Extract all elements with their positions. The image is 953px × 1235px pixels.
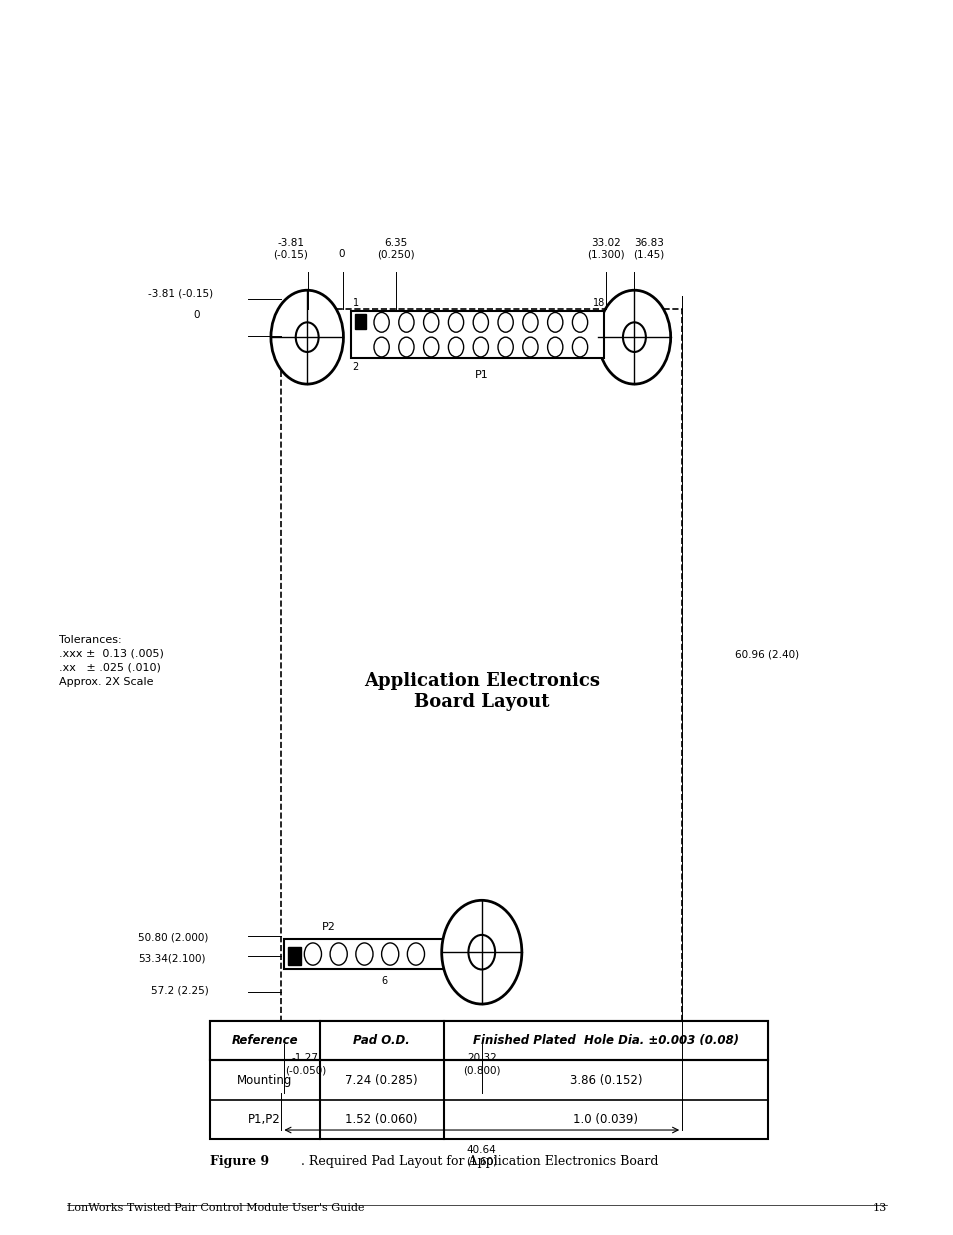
Circle shape xyxy=(304,944,321,966)
Circle shape xyxy=(441,900,521,1004)
Text: 50.80 (2.000): 50.80 (2.000) xyxy=(138,932,209,942)
Text: . Required Pad Layout for Application Electronics Board: . Required Pad Layout for Application El… xyxy=(300,1155,658,1168)
Circle shape xyxy=(398,312,414,332)
Text: 1.52 (0.060): 1.52 (0.060) xyxy=(345,1113,417,1125)
Circle shape xyxy=(381,944,398,966)
Bar xyxy=(210,1021,767,1139)
Circle shape xyxy=(295,322,318,352)
Text: -3.81
(-0.15): -3.81 (-0.15) xyxy=(274,238,308,259)
Text: 33.02
(1.300): 33.02 (1.300) xyxy=(586,238,624,259)
Circle shape xyxy=(271,290,343,384)
Circle shape xyxy=(374,337,389,357)
Bar xyxy=(288,947,301,965)
Circle shape xyxy=(622,322,645,352)
Circle shape xyxy=(330,944,347,966)
Bar xyxy=(351,311,603,358)
Text: 60.96 (2.40): 60.96 (2.40) xyxy=(734,650,798,659)
Text: 0: 0 xyxy=(193,310,200,320)
Text: 13: 13 xyxy=(872,1203,886,1213)
Circle shape xyxy=(598,290,670,384)
Circle shape xyxy=(423,337,438,357)
Circle shape xyxy=(374,312,389,332)
Text: 7.24 (0.285): 7.24 (0.285) xyxy=(345,1073,417,1087)
Text: Figure 9: Figure 9 xyxy=(210,1155,269,1168)
Circle shape xyxy=(448,312,463,332)
Text: 40.64
(1.60): 40.64 (1.60) xyxy=(466,1145,497,1166)
Circle shape xyxy=(547,337,562,357)
Text: 1: 1 xyxy=(353,298,358,308)
Circle shape xyxy=(473,337,488,357)
Circle shape xyxy=(497,312,513,332)
Text: Reference: Reference xyxy=(232,1035,297,1047)
Text: P1: P1 xyxy=(475,370,488,380)
Text: 6.35
(0.250): 6.35 (0.250) xyxy=(376,238,415,259)
Circle shape xyxy=(355,944,373,966)
Text: 53.34(2.100): 53.34(2.100) xyxy=(138,953,206,963)
Circle shape xyxy=(572,337,587,357)
Text: -3.81 (-0.15): -3.81 (-0.15) xyxy=(148,289,213,299)
Circle shape xyxy=(497,337,513,357)
Text: -1.27
(-0.050): -1.27 (-0.050) xyxy=(284,1053,326,1074)
Bar xyxy=(284,939,446,969)
Circle shape xyxy=(522,337,537,357)
Text: Finished Plated  Hole Dia. ±0.003 (0.08): Finished Plated Hole Dia. ±0.003 (0.08) xyxy=(473,1035,738,1047)
Circle shape xyxy=(423,312,438,332)
Circle shape xyxy=(473,312,488,332)
Circle shape xyxy=(547,312,562,332)
Text: Tolerances:
.xxx ±  0.13 (.005)
.xx   ± .025 (.010)
Approx. 2X Scale: Tolerances: .xxx ± 0.13 (.005) .xx ± .02… xyxy=(59,635,164,687)
Text: 3.86 (0.152): 3.86 (0.152) xyxy=(569,1073,641,1087)
Text: Application Electronics
Board Layout: Application Electronics Board Layout xyxy=(363,672,599,711)
Bar xyxy=(210,1021,767,1061)
Text: P2: P2 xyxy=(322,923,335,932)
Text: P1,P2: P1,P2 xyxy=(248,1113,281,1125)
Text: 36.83
(1.45): 36.83 (1.45) xyxy=(633,238,663,259)
Text: 20.32
(0.800): 20.32 (0.800) xyxy=(462,1053,500,1074)
Bar xyxy=(355,314,366,329)
Text: 18: 18 xyxy=(593,298,604,308)
Text: 57.2 (2.25): 57.2 (2.25) xyxy=(151,986,209,995)
Text: LonWorks Twisted Pair Control Module User's Guide: LonWorks Twisted Pair Control Module Use… xyxy=(67,1203,364,1213)
Text: Pad O.D.: Pad O.D. xyxy=(353,1035,410,1047)
Circle shape xyxy=(468,935,495,969)
Text: 2: 2 xyxy=(353,362,358,372)
Circle shape xyxy=(407,944,424,966)
Text: 0: 0 xyxy=(338,249,344,259)
Text: Mounting: Mounting xyxy=(236,1073,293,1087)
Text: 1.0 (0.039): 1.0 (0.039) xyxy=(573,1113,638,1125)
Text: 6: 6 xyxy=(381,976,387,986)
Circle shape xyxy=(572,312,587,332)
Circle shape xyxy=(522,312,537,332)
Bar xyxy=(281,309,681,1044)
Circle shape xyxy=(398,337,414,357)
Circle shape xyxy=(448,337,463,357)
